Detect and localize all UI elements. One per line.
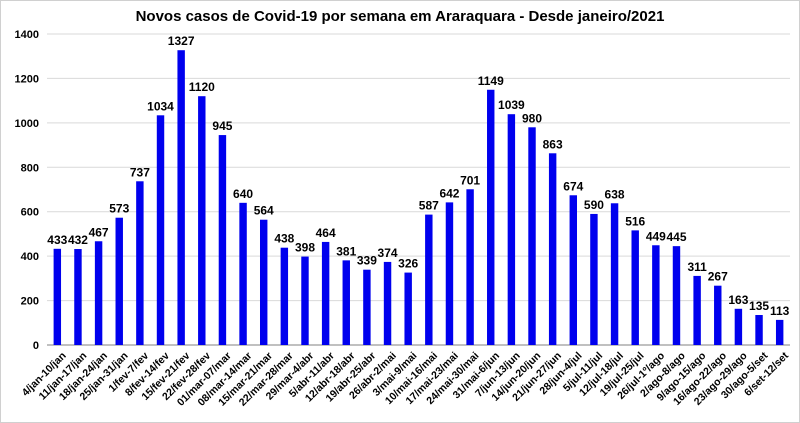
data-label: 445: [666, 230, 686, 244]
bar: [445, 202, 454, 345]
y-tick-label: 400: [21, 251, 39, 263]
bar: [652, 245, 660, 345]
data-label: 1039: [498, 98, 525, 112]
data-label: 1327: [168, 34, 195, 48]
data-label: 564: [254, 204, 274, 218]
bar: [590, 213, 598, 345]
bar: [755, 315, 763, 345]
data-label: 135: [749, 299, 769, 313]
bar: [404, 272, 412, 345]
bar: [734, 308, 743, 345]
data-label: 432: [68, 233, 88, 247]
data-label: 267: [708, 270, 728, 284]
bar: [136, 181, 144, 345]
y-tick-label: 800: [21, 162, 39, 174]
bar: [53, 248, 62, 345]
bar: [507, 114, 516, 345]
gridlines: [47, 33, 790, 346]
bar: [548, 153, 557, 345]
data-label: 1120: [189, 80, 215, 94]
y-axis: 0 200 400 600 800 1000 1200 1400: [15, 29, 39, 352]
bar: [74, 249, 82, 345]
data-label: 642: [439, 186, 459, 200]
data-label: 980: [522, 111, 542, 125]
y-tick-label: 600: [21, 207, 39, 219]
data-label: 467: [89, 225, 109, 239]
data-label: 163: [728, 293, 748, 307]
data-label: 381: [336, 244, 356, 258]
data-label: 573: [109, 202, 129, 216]
data-label: 701: [460, 173, 480, 187]
bar: [94, 241, 103, 345]
bar: [610, 203, 619, 345]
bar: [528, 127, 536, 345]
data-label: 1034: [147, 99, 174, 113]
data-label: 464: [316, 226, 336, 240]
data-label: 339: [357, 254, 377, 268]
y-tick-label: 1000: [15, 118, 39, 130]
data-label: 674: [563, 179, 583, 193]
data-label: 587: [419, 199, 439, 213]
data-label: 863: [543, 137, 563, 151]
bar: [383, 261, 392, 345]
data-label: 590: [584, 198, 604, 212]
data-label: 449: [646, 229, 666, 243]
bar: [342, 260, 350, 345]
data-label: 638: [605, 187, 625, 201]
bar: [115, 217, 123, 345]
bar: [156, 115, 165, 345]
x-axis: 4/jan-10/jan11/jan-17/jan18/jan-24/jan25…: [20, 349, 792, 408]
y-tick-label: 1400: [15, 29, 39, 41]
data-label: 311: [687, 260, 707, 274]
bar: [218, 135, 227, 345]
bar: [321, 241, 330, 345]
bar: [239, 202, 247, 345]
bar: [487, 89, 495, 345]
data-label: 113: [770, 304, 790, 318]
data-label: 640: [233, 187, 253, 201]
data-label: 398: [295, 241, 315, 255]
bar: [672, 246, 681, 345]
data-label: 433: [47, 233, 67, 247]
bar: [714, 285, 722, 345]
bar: [693, 275, 701, 345]
data-label: 326: [398, 257, 418, 271]
data-label: 1149: [478, 74, 504, 88]
bar: [569, 195, 578, 345]
bar: [280, 247, 289, 345]
data-label: 516: [625, 214, 645, 228]
chart-title: Novos casos de Covid-19 por semana em Ar…: [136, 8, 665, 25]
bar: [198, 96, 206, 345]
bar: [301, 256, 309, 345]
bars: [53, 50, 784, 345]
y-tick-label: 0: [33, 340, 39, 352]
data-label: 438: [274, 232, 294, 246]
data-label: 737: [130, 165, 150, 179]
y-tick-label: 200: [21, 296, 39, 308]
data-label: 945: [212, 119, 232, 133]
bar: [425, 214, 433, 345]
y-tick-label: 1200: [15, 73, 39, 85]
bar: [259, 219, 268, 345]
bar: [775, 319, 784, 345]
data-label: 374: [378, 246, 398, 260]
bar: [466, 189, 474, 345]
data-labels: 433 4324675737371034132711209456405644383…: [47, 34, 789, 318]
bar: [177, 50, 185, 345]
bar: [631, 230, 639, 345]
bar: [363, 269, 371, 345]
